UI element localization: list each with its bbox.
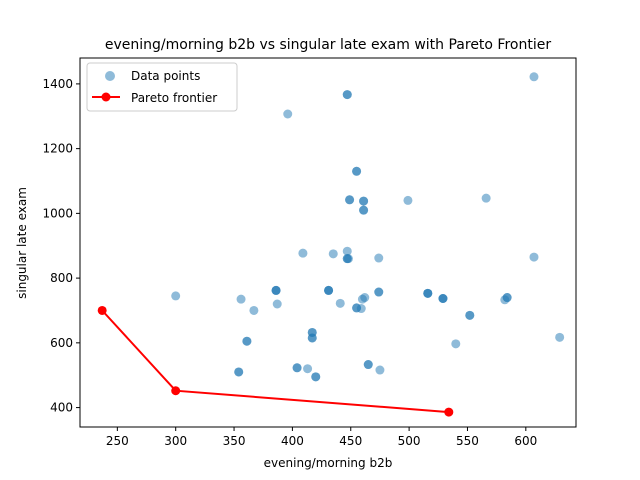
- data-point: [324, 285, 334, 295]
- data-point: [307, 333, 317, 343]
- x-tick-label: 400: [281, 434, 304, 448]
- data-point: [234, 367, 244, 377]
- y-tick-label: 400: [50, 401, 73, 415]
- legend-marker-data-points: [105, 71, 115, 81]
- data-point: [352, 166, 362, 176]
- data-point: [375, 365, 385, 375]
- legend-label-pareto: Pareto frontier: [131, 91, 217, 105]
- data-point: [242, 336, 252, 346]
- data-point: [171, 291, 181, 301]
- data-point: [272, 299, 282, 309]
- data-point: [283, 109, 293, 119]
- data-point: [363, 360, 373, 370]
- data-point: [249, 305, 259, 315]
- legend-box: [86, 62, 238, 112]
- pareto-frontier-point: [444, 407, 454, 417]
- pareto-frontier-point: [171, 386, 181, 396]
- y-tick-label: 600: [50, 336, 73, 350]
- legend-marker-pareto: [101, 92, 111, 102]
- data-point: [342, 246, 352, 256]
- data-point: [374, 287, 384, 297]
- data-point: [529, 72, 539, 82]
- plot-area: 250 300 350 400 450 500 550 600 400 600 800 1000 120…: [42, 57, 577, 448]
- data-point: [451, 339, 461, 349]
- data-point: [311, 372, 321, 382]
- data-point: [555, 332, 565, 342]
- data-point: [345, 195, 355, 205]
- x-tick-label: 600: [514, 434, 537, 448]
- data-point: [360, 293, 370, 303]
- chart-title: evening/morning b2b vs singular late exa…: [105, 37, 551, 53]
- data-point: [359, 205, 369, 215]
- data-point: [465, 310, 475, 320]
- y-tick-label: 800: [50, 271, 73, 285]
- y-tick-label: 1400: [42, 77, 73, 91]
- x-tick-label: 350: [223, 434, 246, 448]
- data-point: [303, 364, 313, 374]
- data-point: [328, 249, 338, 259]
- x-tick-label: 300: [164, 434, 187, 448]
- legend-label-data-points: Data points: [131, 69, 200, 83]
- data-point: [236, 294, 246, 304]
- y-axis-title: singular late exam: [15, 187, 29, 299]
- axes-frame: [79, 57, 577, 428]
- data-point: [423, 288, 433, 298]
- data-point: [343, 254, 353, 264]
- data-point: [298, 248, 308, 258]
- data-point: [359, 196, 369, 206]
- data-point: [342, 90, 352, 100]
- pareto-frontier-point: [97, 305, 107, 315]
- legend: Data points Pareto frontier: [86, 62, 238, 112]
- data-point: [403, 195, 413, 205]
- x-tick-label: 500: [398, 434, 421, 448]
- x-tick-label: 250: [106, 434, 129, 448]
- data-point: [356, 304, 366, 314]
- data-point: [502, 293, 512, 303]
- data-point: [438, 293, 448, 303]
- x-axis-title: evening/morning b2b: [264, 456, 393, 470]
- data-point: [529, 252, 539, 262]
- data-point: [481, 193, 491, 203]
- y-tick-label: 1000: [42, 206, 73, 220]
- x-tick-label: 550: [456, 434, 479, 448]
- data-point: [374, 253, 384, 263]
- data-point: [292, 363, 302, 373]
- data-point: [335, 298, 345, 308]
- x-tick-label: 450: [339, 434, 362, 448]
- data-point: [271, 285, 281, 295]
- y-tick-label: 1200: [42, 142, 73, 156]
